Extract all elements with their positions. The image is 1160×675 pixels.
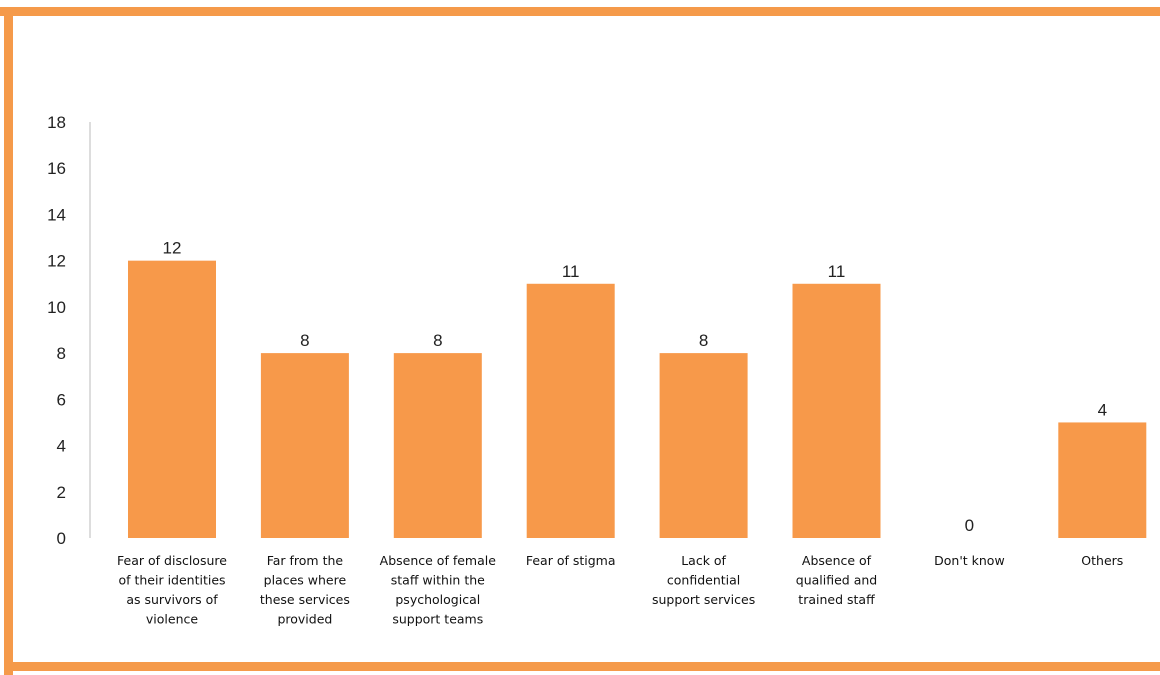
y-tick-label: 2: [57, 483, 66, 502]
bar: [526, 283, 615, 538]
bar: [128, 260, 216, 538]
bars-group: [128, 260, 1147, 538]
x-tick-label: Absence of female staff within the psychol…: [380, 553, 497, 627]
y-tick-label: 10: [47, 298, 66, 317]
y-tick-label: 4: [57, 437, 66, 456]
x-axis-labels-group: Fear of disclosure of their identities as …: [117, 553, 1123, 627]
y-tick-label: 6: [57, 390, 66, 409]
bar: [393, 353, 482, 538]
y-tick-label: 18: [47, 113, 66, 132]
data-label: 8: [699, 331, 708, 350]
x-tick-label: Absence of qualified and trained staff: [796, 553, 877, 607]
frame-left-border: [4, 7, 13, 675]
data-label: 4: [1098, 400, 1107, 419]
x-tick-label: Others: [1081, 553, 1123, 568]
y-tick-label: 14: [47, 205, 66, 224]
x-tick-label: Lack of confidential support services: [652, 553, 755, 607]
bar: [659, 353, 748, 538]
x-tick-label: Fear of stigma: [526, 553, 616, 568]
bar: [260, 353, 349, 538]
bar: [1058, 422, 1147, 538]
y-tick-label: 16: [47, 159, 66, 178]
frame-bottom-border: [4, 662, 1160, 671]
data-label: 8: [300, 331, 309, 350]
data-label: 11: [562, 262, 580, 281]
data-label: 11: [828, 262, 846, 281]
x-tick-label: Fear of disclosure of their identities as …: [117, 553, 227, 627]
y-tick-label: 0: [57, 529, 66, 548]
y-tick-label: 8: [57, 344, 66, 363]
x-tick-label: Don't know: [934, 553, 1005, 568]
frame-top-border: [0, 7, 1160, 16]
data-label: 8: [433, 331, 442, 350]
y-axis-ticks: 0 2 4 6 8 10 12 14 16 18: [47, 113, 66, 548]
y-tick-label: 12: [47, 252, 66, 271]
data-labels-group: 12 8 8 11 8 11 0 4: [163, 239, 1107, 535]
x-tick-label: Far from the places where these services pr…: [260, 553, 350, 627]
bar: [792, 283, 881, 538]
data-label: 0: [965, 516, 974, 535]
data-label: 12: [163, 239, 182, 258]
